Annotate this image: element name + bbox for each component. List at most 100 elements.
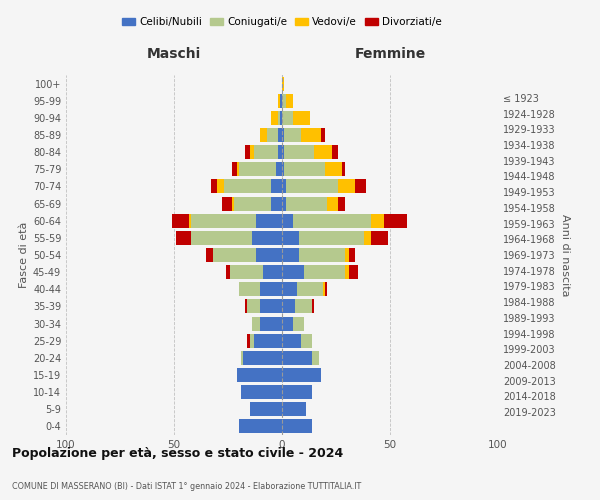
Bar [282, 316, 293, 330]
Bar [252, 231, 282, 245]
Bar [226, 265, 230, 279]
Bar [280, 111, 282, 125]
Bar [282, 368, 321, 382]
Bar [282, 420, 312, 434]
Bar [282, 385, 312, 399]
Bar [260, 282, 282, 296]
Bar [260, 128, 267, 142]
Bar [349, 265, 358, 279]
Bar [247, 300, 260, 314]
Bar [282, 76, 284, 90]
Bar [239, 420, 282, 434]
Bar [271, 196, 282, 210]
Bar [230, 265, 263, 279]
Bar [301, 128, 321, 142]
Bar [344, 248, 349, 262]
Bar [224, 180, 271, 194]
Bar [271, 111, 278, 125]
Bar [282, 265, 304, 279]
Bar [355, 180, 366, 194]
Bar [221, 196, 232, 210]
Bar [239, 282, 260, 296]
Bar [328, 196, 338, 210]
Bar [282, 248, 299, 262]
Bar [299, 248, 344, 262]
Bar [172, 214, 189, 228]
Bar [282, 196, 286, 210]
Bar [254, 334, 282, 347]
Bar [260, 316, 282, 330]
Bar [312, 300, 314, 314]
Bar [314, 145, 332, 159]
Bar [271, 180, 282, 194]
Bar [250, 145, 254, 159]
Bar [282, 402, 306, 416]
Bar [282, 162, 284, 176]
Bar [245, 300, 247, 314]
Bar [349, 248, 355, 262]
Bar [321, 128, 325, 142]
Bar [236, 162, 239, 176]
Bar [278, 111, 280, 125]
Bar [263, 265, 282, 279]
Bar [304, 265, 344, 279]
Bar [282, 231, 299, 245]
Bar [282, 128, 284, 142]
Bar [338, 196, 344, 210]
Bar [301, 334, 312, 347]
Bar [278, 145, 282, 159]
Bar [256, 248, 282, 262]
Bar [282, 300, 295, 314]
Bar [252, 316, 260, 330]
Bar [332, 145, 338, 159]
Bar [282, 180, 286, 194]
Bar [293, 214, 371, 228]
Bar [282, 282, 297, 296]
Bar [235, 196, 271, 210]
Bar [191, 214, 256, 228]
Bar [232, 162, 236, 176]
Bar [286, 196, 328, 210]
Bar [323, 282, 325, 296]
Bar [176, 231, 191, 245]
Text: Popolazione per età, sesso e stato civile - 2024: Popolazione per età, sesso e stato civil… [12, 448, 343, 460]
Bar [282, 111, 293, 125]
Bar [284, 145, 314, 159]
Bar [256, 214, 282, 228]
Bar [286, 180, 338, 194]
Bar [286, 94, 293, 108]
Text: Maschi: Maschi [147, 48, 201, 62]
Bar [284, 162, 325, 176]
Bar [282, 94, 286, 108]
Bar [278, 128, 282, 142]
Bar [282, 145, 284, 159]
Bar [282, 334, 301, 347]
Bar [236, 368, 282, 382]
Bar [191, 231, 252, 245]
Bar [293, 316, 304, 330]
Bar [295, 300, 312, 314]
Bar [344, 265, 349, 279]
Bar [239, 162, 275, 176]
Bar [250, 334, 254, 347]
Bar [383, 214, 407, 228]
Bar [275, 162, 282, 176]
Bar [343, 162, 344, 176]
Bar [206, 248, 213, 262]
Bar [189, 214, 191, 228]
Bar [282, 214, 293, 228]
Bar [250, 402, 282, 416]
Bar [312, 351, 319, 365]
Text: COMUNE DI MASSERANO (BI) - Dati ISTAT 1° gennaio 2024 - Elaborazione TUTTITALIA.: COMUNE DI MASSERANO (BI) - Dati ISTAT 1°… [12, 482, 361, 491]
Bar [241, 351, 243, 365]
Bar [293, 111, 310, 125]
Bar [282, 351, 312, 365]
Bar [213, 248, 256, 262]
Bar [245, 145, 250, 159]
Bar [278, 94, 280, 108]
Legend: Celibi/Nubili, Coniugati/e, Vedovi/e, Divorziati/e: Celibi/Nubili, Coniugati/e, Vedovi/e, Di… [118, 12, 446, 31]
Bar [325, 162, 343, 176]
Bar [364, 231, 371, 245]
Bar [299, 231, 364, 245]
Bar [325, 282, 328, 296]
